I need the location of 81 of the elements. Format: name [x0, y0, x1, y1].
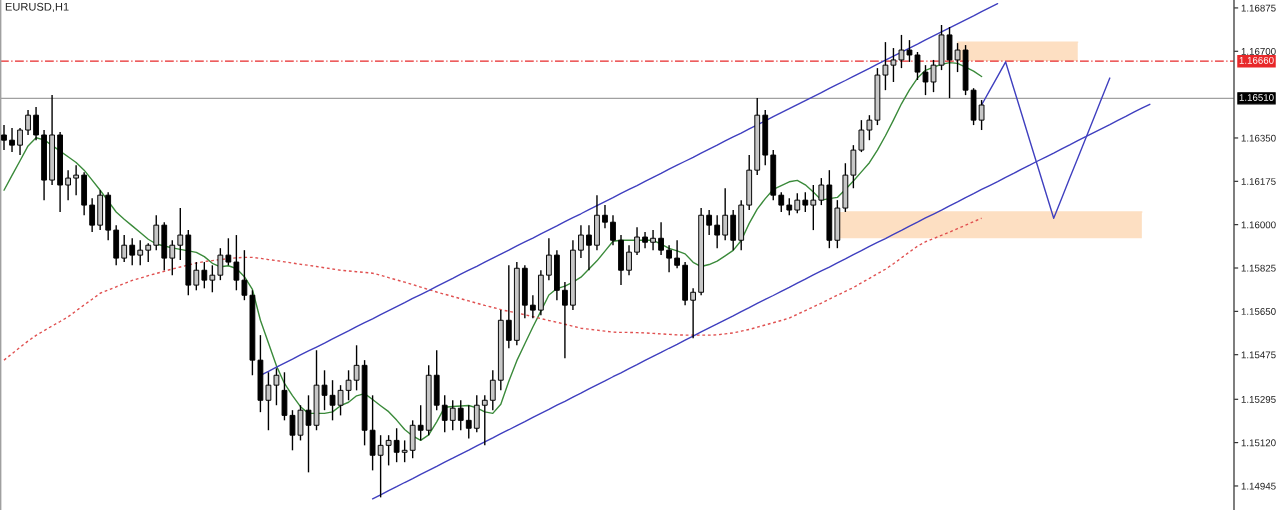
- candlestick: [778, 191, 785, 213]
- candlestick: [505, 264, 512, 349]
- candlestick: [417, 404, 424, 442]
- candlestick: [489, 369, 496, 411]
- candlestick: [457, 399, 464, 431]
- candlestick: [866, 114, 873, 141]
- y-tick-label: 1.16175: [1241, 178, 1276, 185]
- candlestick: [610, 214, 616, 246]
- y-tick-label: 1.15825: [1241, 264, 1276, 272]
- candlestick: [722, 187, 729, 241]
- line-series: [3, 61, 983, 442]
- candlestick: [25, 109, 31, 136]
- y-tick-label: 1.15650: [1241, 308, 1276, 315]
- candlestick: [818, 177, 825, 206]
- candlestick: [634, 226, 640, 256]
- candlestick: [481, 394, 488, 447]
- ref-line-label: 1.16660: [1239, 56, 1274, 64]
- y-tick-label: 1.16875: [1241, 4, 1276, 12]
- candlestick: [345, 369, 352, 401]
- candlestick: [858, 119, 865, 153]
- y-tick-label: 1.16700: [1241, 48, 1276, 55]
- candlestick: [145, 242, 152, 263]
- candlestick: [265, 371, 272, 431]
- candlestick: [353, 344, 360, 392]
- y-tick-label: 1.14945: [1241, 482, 1276, 490]
- candlestick: [578, 224, 584, 259]
- y-tick-label: 1.15295: [1241, 396, 1276, 403]
- candlestick: [377, 434, 384, 499]
- candlestick: [121, 234, 128, 263]
- candlestick: [65, 169, 71, 201]
- candlestick: [586, 224, 592, 271]
- candlestick: [273, 367, 280, 406]
- candlestick: [129, 237, 136, 266]
- candlestick: [177, 207, 184, 261]
- y-tick-label: 1.16000: [1241, 221, 1276, 229]
- candlestick: [473, 394, 480, 433]
- candlestick: [794, 192, 801, 214]
- y-tick-label: 1.15120: [1241, 439, 1276, 447]
- candlestick: [602, 204, 608, 229]
- candlestick: [241, 249, 248, 301]
- candlestick: [978, 99, 985, 131]
- candlestick: [73, 164, 80, 196]
- candlestick: [89, 197, 96, 233]
- candlestick: [33, 106, 39, 141]
- candlestick: [385, 434, 392, 467]
- candlestick: [9, 127, 15, 153]
- candlestick: [201, 261, 208, 290]
- candlestick: [666, 244, 672, 273]
- candlestick: [706, 209, 713, 236]
- candlestick: [153, 214, 160, 251]
- candlestick: [810, 184, 817, 231]
- candlestick: [529, 294, 536, 319]
- candlestick: [233, 234, 240, 291]
- candlestick: [882, 41, 889, 91]
- candlestick: [802, 191, 809, 213]
- chart-title: EURUSD,H1: [5, 2, 69, 13]
- candlestick: [562, 281, 568, 359]
- line-series: [3, 217, 983, 361]
- candlestick: [209, 264, 216, 293]
- candlestick: [546, 237, 552, 281]
- candlestick: [650, 229, 656, 251]
- candlestick: [193, 261, 200, 291]
- candlestick: [225, 237, 232, 266]
- candlestick: [465, 404, 472, 440]
- candlestick: [449, 399, 456, 431]
- candlestick: [714, 214, 721, 249]
- candlestick: [674, 239, 680, 269]
- candlestick: [393, 427, 400, 463]
- y-tick-label: 1.15475: [1241, 351, 1276, 359]
- candlestick: [169, 239, 176, 276]
- candlestick: [658, 221, 664, 256]
- candlestick: [217, 247, 224, 281]
- candlestick: [401, 439, 408, 463]
- candlestick: [690, 287, 697, 340]
- candlestick: [17, 127, 23, 156]
- candlestick: [137, 239, 144, 266]
- y-tick-label: 1.16350: [1241, 134, 1276, 142]
- candlestick: [1, 124, 7, 151]
- candlestick: [626, 244, 632, 276]
- ref-line-label: 1.16510: [1239, 94, 1274, 101]
- candlestick: [441, 394, 448, 433]
